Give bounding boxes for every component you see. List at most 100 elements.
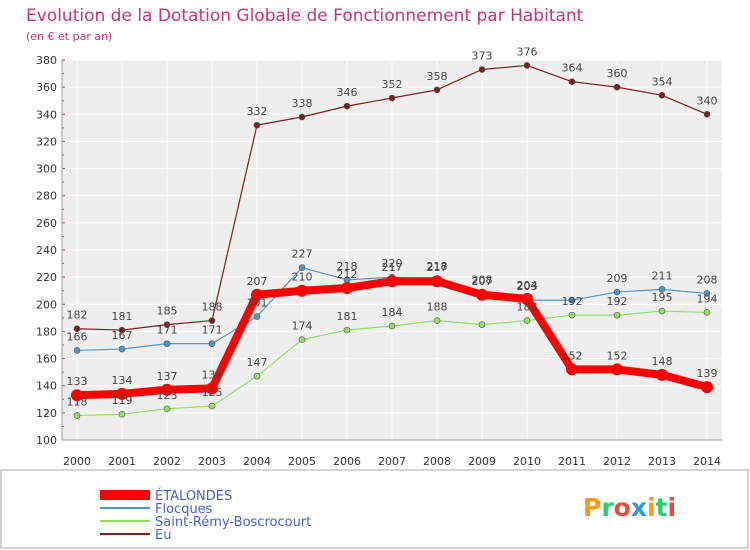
data-point-flocques (208, 340, 216, 347)
x-tick-label: 2012 (603, 455, 631, 468)
logo-letter-t: t (656, 493, 668, 522)
data-label-eu: 360 (607, 67, 628, 80)
data-point-etalondes (161, 383, 173, 396)
data-label-saint-remy-boscrocourt: 119 (112, 394, 133, 407)
x-tick-label: 2006 (333, 455, 361, 468)
data-label-saint-remy-boscrocourt: 195 (652, 291, 673, 304)
data-point-etalondes (251, 288, 263, 301)
data-label-eu: 338 (292, 97, 313, 110)
data-label-flocques: 171 (157, 324, 178, 337)
chart-subtitle: (en € et par an) (26, 30, 112, 43)
data-point-eu (208, 317, 216, 324)
y-tick-label: 240 (36, 244, 57, 257)
data-label-saint-remy-boscrocourt: 174 (292, 320, 313, 333)
legend-label-flocques: Flocques (155, 502, 213, 517)
y-tick-label: 300 (36, 163, 57, 176)
data-label-etalondes: 217 (427, 261, 448, 274)
x-tick-label: 2005 (288, 455, 316, 468)
data-point-saint-remy-boscrocourt (253, 372, 261, 380)
data-point-etalondes (206, 382, 218, 395)
data-point-saint-remy-boscrocourt (388, 322, 396, 330)
legend-label-etalondes: ÉTALONDES (155, 488, 232, 504)
data-point-flocques (703, 290, 711, 297)
data-label-flocques: 166 (67, 330, 88, 343)
data-label-flocques: 218 (337, 260, 358, 273)
logo-letter-x: x (631, 493, 647, 522)
x-tick-label: 2002 (153, 455, 181, 468)
chart-title: Evolution de la Dotation Globale de Fonc… (26, 6, 584, 26)
data-label-flocques: 167 (112, 329, 133, 342)
data-label-etalondes: 137 (157, 370, 178, 383)
data-point-eu (388, 94, 396, 102)
logo-letter-r: r (601, 493, 614, 522)
data-point-etalondes (476, 288, 488, 301)
data-point-flocques (568, 296, 576, 304)
x-tick-label: 2003 (198, 455, 226, 468)
data-label-eu: 181 (112, 310, 133, 323)
data-point-eu (118, 326, 126, 334)
data-label-eu: 376 (517, 45, 538, 58)
data-label-etalondes: 139 (697, 367, 718, 380)
data-point-etalondes (566, 363, 578, 376)
data-point-etalondes (71, 389, 83, 402)
data-label-saint-remy-boscrocourt: 123 (157, 389, 178, 402)
data-label-etalondes: 207 (247, 275, 268, 288)
data-label-saint-remy-boscrocourt: 188 (517, 301, 538, 314)
proxiti-logo: Proxiti (583, 493, 676, 522)
data-point-eu (568, 78, 576, 86)
data-label-flocques: 203 (517, 280, 538, 293)
data-label-eu: 354 (652, 75, 673, 88)
data-label-etalondes: 152 (562, 349, 583, 362)
y-tick-label: 340 (36, 108, 57, 121)
y-tick-label: 140 (36, 380, 57, 393)
data-point-flocques (298, 264, 306, 271)
data-label-flocques: 211 (652, 269, 673, 282)
x-tick-label: 2000 (63, 455, 91, 468)
data-label-flocques: 227 (292, 248, 313, 261)
y-tick-label: 320 (36, 135, 57, 148)
data-point-etalondes (296, 284, 308, 297)
data-point-eu (478, 66, 486, 73)
data-label-eu: 332 (247, 105, 268, 118)
data-label-eu: 358 (427, 70, 448, 83)
data-point-eu (343, 102, 351, 110)
y-tick-label: 220 (36, 271, 57, 284)
data-point-saint-remy-boscrocourt (118, 410, 126, 418)
x-tick-label: 2007 (378, 455, 406, 468)
data-point-etalondes (656, 368, 668, 381)
legend-label-eu: Eu (155, 528, 171, 543)
data-label-etalondes: 152 (607, 349, 628, 362)
data-point-saint-remy-boscrocourt (163, 405, 171, 413)
data-label-etalondes: 204 (517, 279, 538, 292)
data-point-eu (523, 62, 531, 69)
y-tick-label: 260 (36, 217, 57, 230)
data-label-flocques: 208 (697, 273, 718, 286)
data-point-etalondes (521, 292, 533, 305)
data-label-eu: 188 (202, 301, 223, 314)
data-label-flocques: 208 (472, 273, 493, 286)
y-tick-label: 360 (36, 81, 57, 94)
data-label-etalondes: 217 (382, 261, 403, 274)
y-tick-label: 100 (36, 434, 57, 447)
data-point-eu (298, 113, 306, 121)
y-tick-label: 120 (36, 407, 57, 420)
data-point-eu (703, 110, 711, 118)
data-point-etalondes (116, 387, 128, 400)
x-tick-label: 2013 (648, 455, 676, 468)
x-tick-label: 2004 (243, 455, 271, 468)
data-label-saint-remy-boscrocourt: 192 (562, 295, 583, 308)
logo-letter-i2: i (668, 493, 677, 522)
data-point-flocques (163, 340, 171, 347)
data-label-flocques: 171 (202, 324, 223, 337)
data-point-flocques (253, 313, 261, 320)
data-point-saint-remy-boscrocourt (208, 402, 216, 410)
data-point-saint-remy-boscrocourt (73, 412, 81, 419)
svg-text:Proxiti: Proxiti (583, 493, 676, 522)
data-label-saint-remy-boscrocourt: 184 (382, 306, 403, 319)
x-tick-label: 2001 (108, 455, 136, 468)
data-label-etalondes: 133 (67, 375, 88, 388)
data-label-flocques: 191 (247, 297, 268, 310)
x-tick-label: 2008 (423, 455, 451, 468)
data-label-saint-remy-boscrocourt: 181 (337, 310, 358, 323)
data-label-saint-remy-boscrocourt: 147 (247, 356, 268, 369)
